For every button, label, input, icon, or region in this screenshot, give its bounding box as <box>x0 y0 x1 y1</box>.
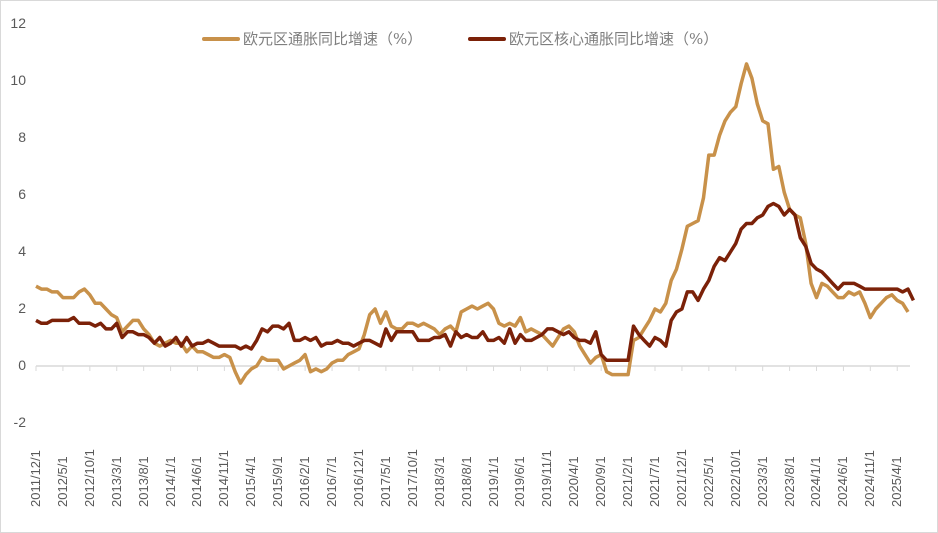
y-tick-label: 10 <box>10 72 26 88</box>
legend-swatch-headline <box>202 36 240 41</box>
y-tick-label: 8 <box>18 129 26 145</box>
legend-label-headline: 欧元区通胀同比增速（%） <box>243 30 423 48</box>
y-tick-label: -2 <box>13 414 26 430</box>
y-tick-label: 0 <box>18 357 26 373</box>
legend-item-headline: 欧元区通胀同比增速（%） <box>202 28 422 49</box>
headline-inflation-line <box>35 62 910 385</box>
y-tick-label: 4 <box>18 243 26 259</box>
y-tick-label: 12 <box>10 15 26 31</box>
y-tick-label: 2 <box>18 300 26 316</box>
legend-item-core: 欧元区核心通胀同比增速（%） <box>468 28 718 49</box>
legend-swatch-core <box>468 36 506 41</box>
y-tick-label: 6 <box>18 186 26 202</box>
core-inflation-line <box>35 201 915 363</box>
legend-label-core: 欧元区核心通胀同比增速（%） <box>509 30 719 48</box>
